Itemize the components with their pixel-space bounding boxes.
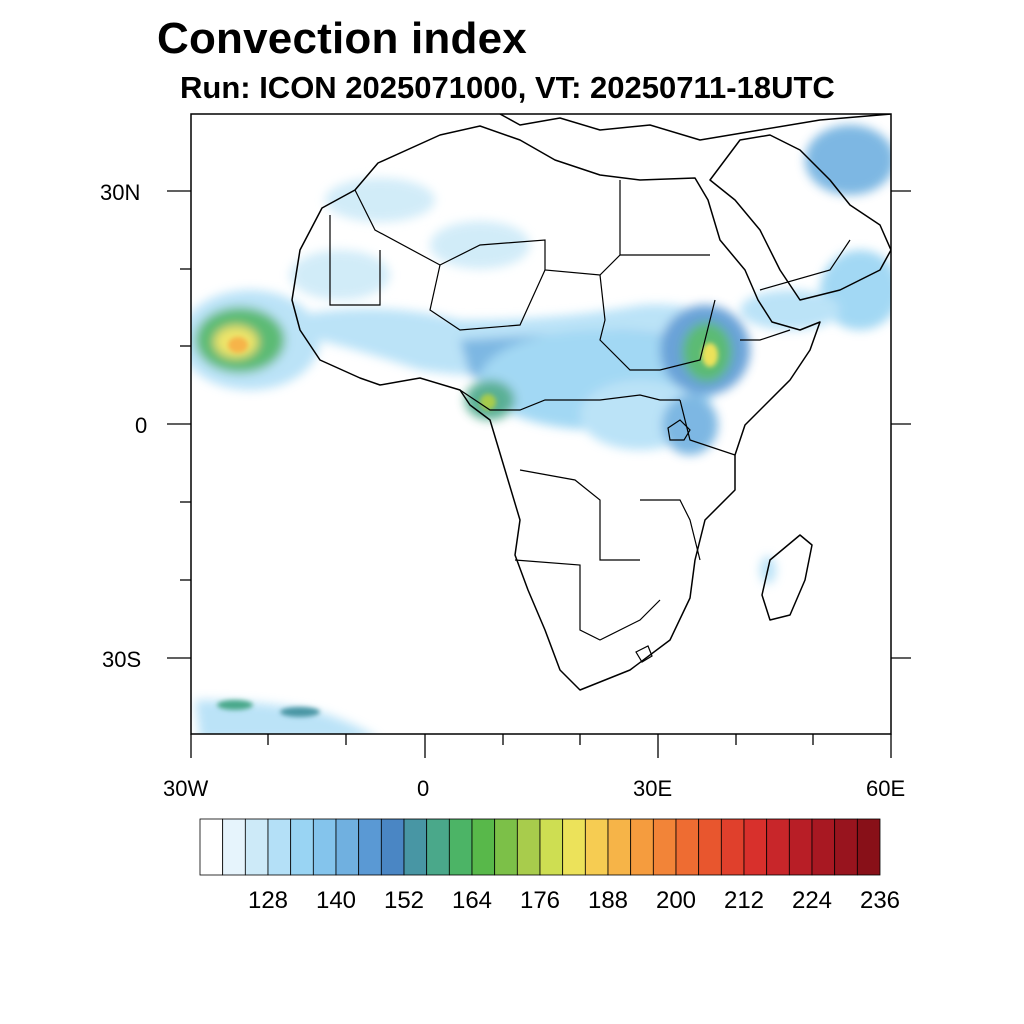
lake-victoria: [667, 419, 691, 441]
colorbar-swatch: [403, 818, 428, 876]
colorbar-swatch: [267, 818, 292, 876]
x-tick-label: 60E: [866, 776, 906, 801]
colorbar-swatch: [743, 818, 768, 876]
colorbar-swatch: [630, 818, 654, 876]
field-atlantic-peak: [228, 337, 248, 353]
plot-frame: [190, 113, 892, 735]
border-sahel-3: [599, 274, 716, 371]
field-sahara-west: [325, 178, 435, 222]
colorbar-swatch: [380, 818, 405, 876]
madagascar-coastline: [761, 534, 813, 621]
colorbar-swatch: [698, 818, 722, 876]
field-cameroon-peak: [480, 394, 496, 410]
field-sa-front-green: [217, 700, 253, 710]
x-tick-label: 0: [417, 776, 430, 801]
africa-coastline: [291, 125, 821, 691]
field-sa-front-green2: [280, 707, 320, 717]
x-tick-label: 30W: [163, 776, 209, 801]
chart-subtitle: Run: ICON 2025071000, VT: 20250711-18UTC: [180, 70, 835, 105]
border-southern-1: [514, 559, 661, 641]
arabia-coastline: [709, 134, 891, 301]
colorbar-label: 128: [247, 887, 289, 914]
colorbar-label: 152: [383, 887, 425, 914]
colorbar-swatch: [312, 818, 337, 876]
border-maghreb: [354, 180, 621, 276]
colorbar-swatch: [788, 818, 813, 876]
y-tick-label: 30N: [100, 180, 141, 205]
country-borders: [329, 180, 851, 663]
colorbar-label: 236: [859, 887, 901, 914]
field-arabia-north: [805, 125, 891, 195]
colorbar-swatch: [448, 818, 473, 876]
colorbar-swatch: [652, 818, 677, 876]
colorbar-swatch: [516, 818, 541, 876]
colorbar-swatch: [539, 818, 564, 876]
colorbar-swatch: [856, 818, 881, 876]
europe-coastline: [499, 114, 891, 141]
border-congo-south: [519, 469, 640, 561]
colorbar-swatch: [607, 818, 632, 876]
colorbar-swatch: [222, 818, 246, 876]
colorbar-swatch: [199, 818, 224, 876]
coastlines: [291, 114, 891, 691]
colorbar-label: 140: [315, 887, 357, 914]
colorbar-swatch: [426, 818, 450, 876]
y-tick-label: 0: [135, 413, 148, 438]
border-sahel-2: [429, 264, 546, 331]
border-horn: [740, 329, 791, 341]
colorbar-swatch: [358, 818, 382, 876]
colorbar-label: 212: [723, 887, 765, 914]
field-ethiopia-peak: [702, 343, 718, 367]
colorbar-label: 188: [587, 887, 629, 914]
colorbar-swatch: [335, 818, 360, 876]
colorbar-label: 176: [519, 887, 561, 914]
colorbar-swatch: [766, 818, 790, 876]
colorbar: [199, 818, 881, 876]
colorbar-label: 200: [655, 887, 697, 914]
colorbar-label: 164: [451, 887, 493, 914]
colorbar-swatch: [720, 818, 745, 876]
y-tick-label: 30S: [102, 647, 142, 672]
colorbar-swatch: [471, 818, 496, 876]
colorbar-swatch: [675, 818, 700, 876]
colorbar-label: 224: [791, 887, 833, 914]
colorbar-swatch: [584, 818, 609, 876]
lesotho: [635, 645, 653, 663]
field-horn: [740, 290, 840, 330]
border-central: [459, 389, 680, 411]
border-east: [679, 399, 736, 456]
border-arabia: [759, 239, 851, 291]
border-southern-2: [640, 499, 701, 561]
x-tick-label: 30E: [633, 776, 673, 801]
colorbar-swatch: [494, 818, 518, 876]
border-sahel-1: [329, 215, 381, 306]
colorbar-swatch: [290, 818, 314, 876]
tick-marks: [167, 190, 911, 758]
chart-title: Convection index: [157, 14, 527, 63]
convection-field: [191, 125, 891, 734]
colorbar-swatch: [562, 818, 586, 876]
colorbar-swatch: [834, 818, 858, 876]
field-sahara-mali: [290, 250, 390, 300]
colorbar-swatch: [811, 818, 836, 876]
colorbar-swatch: [244, 818, 269, 876]
